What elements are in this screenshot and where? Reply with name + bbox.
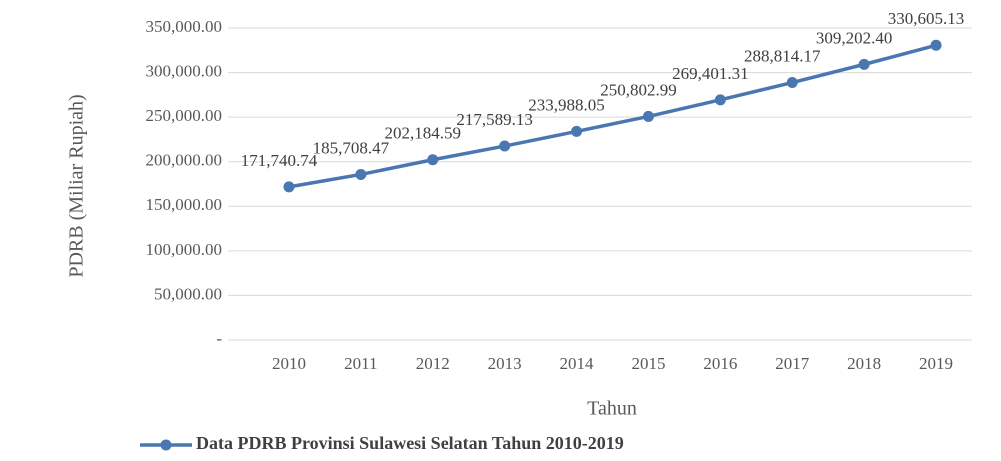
point — [786, 77, 798, 89]
x-tick-label: 2011 — [344, 354, 377, 373]
point — [858, 58, 870, 70]
y-tick-label: 150,000.00 — [146, 195, 223, 214]
value-label: 171,740.74 — [241, 151, 318, 170]
x-tick-label: 2018 — [847, 354, 881, 373]
value-label: 233,988.05 — [528, 95, 605, 114]
legend-label: Data PDRB Provinsi Sulawesi Selatan Tahu… — [196, 433, 624, 453]
y-tick-label: 100,000.00 — [146, 240, 223, 259]
y-tick-label: 350,000.00 — [146, 17, 223, 36]
point — [355, 168, 367, 180]
x-tick-label: 2014 — [560, 354, 595, 373]
value-label: 250,802.99 — [600, 80, 677, 99]
series-line — [288, 43, 937, 189]
point — [427, 154, 439, 166]
legend-marker — [160, 439, 172, 451]
x-tick-label: 2017 — [775, 354, 810, 373]
y-tick-label: 300,000.00 — [146, 61, 223, 80]
point — [642, 110, 654, 122]
x-tick-label: 2016 — [703, 354, 737, 373]
x-axis-title: Tahun — [587, 398, 637, 420]
point — [714, 94, 726, 106]
value-label: 202,184.59 — [385, 124, 462, 143]
x-tick-label: 2019 — [919, 354, 953, 373]
y-tick-label: 50,000.00 — [154, 284, 222, 303]
y-tick-label: - — [216, 329, 222, 348]
value-label: 330,605.13 — [888, 9, 965, 28]
value-label: 185,708.47 — [313, 138, 390, 157]
value-label: 309,202.40 — [816, 28, 893, 47]
value-label: 217,589.13 — [456, 110, 533, 129]
x-tick-label: 2013 — [488, 354, 522, 373]
x-tick-label: 2010 — [272, 354, 306, 373]
point — [571, 125, 583, 137]
x-tick-label: 2012 — [416, 354, 450, 373]
point — [499, 140, 511, 152]
point — [930, 39, 942, 51]
y-tick-label: 200,000.00 — [146, 151, 223, 170]
value-label: 288,814.17 — [744, 46, 821, 65]
x-tick-label: 2015 — [631, 354, 665, 373]
point — [283, 181, 295, 193]
value-label: 269,401.31 — [672, 64, 749, 83]
y-axis-title: PDRB (Miliar Rupiah) — [66, 94, 88, 277]
y-tick-label: 250,000.00 — [146, 106, 223, 125]
